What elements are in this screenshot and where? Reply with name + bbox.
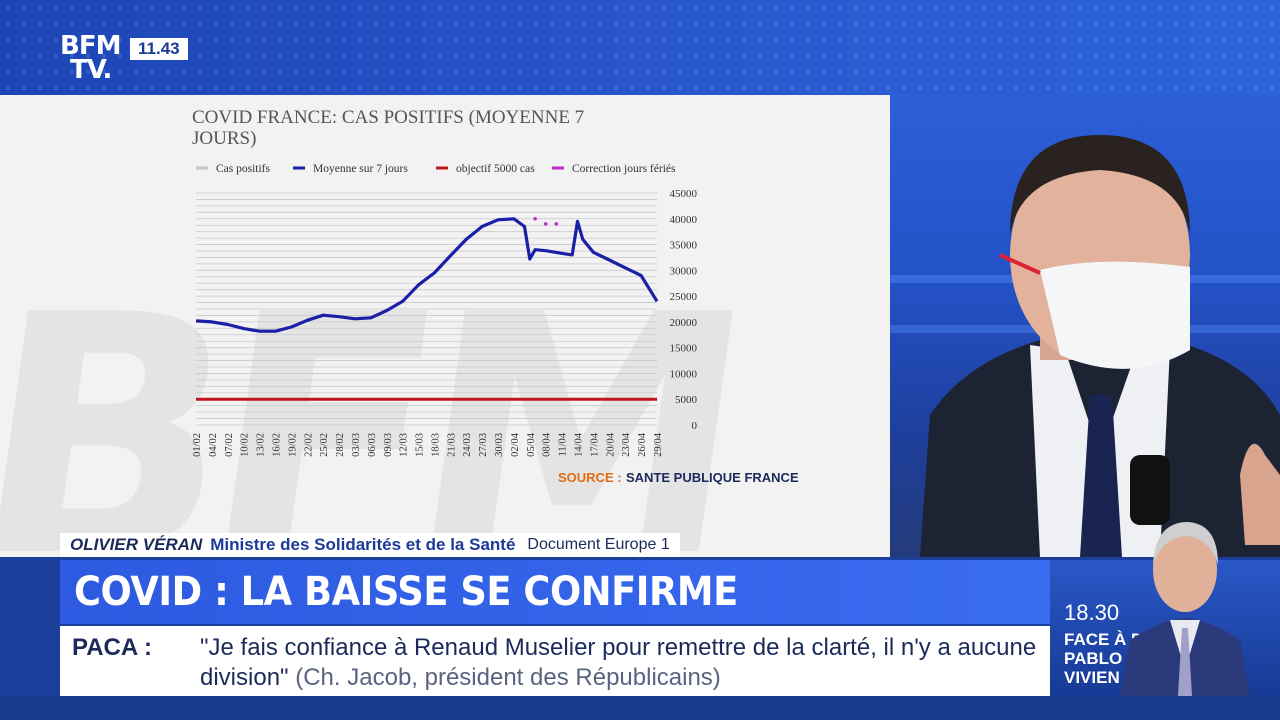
y-tick-label: 10000: [670, 368, 698, 380]
x-tick-label: 23/04: [621, 432, 632, 457]
x-tick-label: 06/03: [367, 433, 378, 457]
x-tick-label: 14/04: [574, 432, 585, 457]
source-label: SOURCE :: [558, 470, 622, 485]
x-tick-label: 26/04: [637, 432, 648, 457]
source-value: SANTE PUBLIQUE FRANCE: [626, 470, 799, 485]
legend-label: objectif 5000 cas: [456, 163, 535, 175]
x-tick-label: 09/03: [383, 433, 394, 457]
ticker-text: "Je fais confiance à Renaud Muselier pou…: [200, 633, 1040, 693]
x-tick-label: 05/04: [526, 432, 537, 457]
headline-bar: COVID : LA BAISSE SE CONFIRME: [60, 560, 1050, 624]
chart-title: COVID FRANCE: CAS POSITIFS (MOYENNE 7 JOU…: [192, 107, 584, 149]
legend-label: Correction jours fériés: [572, 163, 676, 175]
y-tick-label: 15000: [670, 343, 698, 355]
x-tick-label: 16/02: [271, 433, 282, 457]
x-tick-label: 10/02: [240, 433, 251, 457]
x-tick-label: 01/02: [192, 433, 203, 457]
news-ticker: PACA : "Je fais confiance à Renaud Musel…: [60, 626, 1050, 696]
top-banner: [0, 0, 1280, 95]
y-tick-label: 25000: [670, 291, 698, 303]
x-tick-label: 15/03: [415, 433, 426, 457]
y-tick-label: 0: [692, 420, 698, 432]
document-credit: Document Europe 1: [527, 536, 670, 553]
x-tick-label: 04/02: [208, 433, 219, 457]
x-tick-label: 12/03: [399, 433, 410, 457]
y-tick-label: 35000: [670, 240, 698, 252]
covid-chart: COVID FRANCE: CAS POSITIFS (MOYENNE 7 JOU…: [192, 107, 799, 485]
chart-panel: BFM COVID FRANCE: CAS POSITIFS (MOYENNE …: [0, 95, 890, 557]
logo-line-2: TV.: [70, 55, 112, 85]
x-tick-label: 11/04: [558, 432, 569, 456]
legend-label: Moyenne sur 7 jours: [313, 163, 408, 175]
name-bar: OLIVIER VÉRAN Ministre des Solidarités e…: [60, 533, 680, 557]
promo-time: 18.30: [1064, 600, 1120, 625]
correction-point: [533, 216, 537, 221]
y-tick-label: 45000: [670, 188, 698, 200]
speaker-role: Ministre des Solidarités et de la Santé: [210, 535, 516, 554]
clock: 11.43: [130, 38, 188, 60]
bottom-strip: [0, 696, 1280, 720]
x-tick-label: 03/03: [351, 433, 362, 457]
x-tick-label: 27/03: [478, 433, 489, 457]
speaker-illustration: [920, 135, 1280, 557]
channel-logo: BFM TV.: [60, 31, 121, 85]
x-tick-label: 07/02: [224, 433, 235, 457]
logo-line-1: BFM: [60, 31, 121, 61]
camera-feed: [890, 95, 1280, 557]
correction-point: [543, 222, 548, 226]
x-tick-label: 28/02: [335, 433, 346, 457]
y-tick-label: 20000: [670, 317, 698, 329]
x-tick-label: 20/04: [605, 432, 616, 457]
x-tick-label: 24/03: [462, 433, 473, 457]
speaker-name: OLIVIER VÉRAN: [70, 535, 203, 554]
ticker-source: (Ch. Jacob, président des Républicains): [295, 664, 721, 691]
x-tick-label: 30/03: [494, 433, 505, 457]
ticker-quote: "Je fais confiance à Renaud Muselier pou…: [200, 634, 1037, 691]
x-tick-label: 25/02: [319, 433, 330, 457]
y-tick-label: 40000: [670, 214, 698, 226]
x-tick-label: 17/04: [589, 432, 600, 457]
x-tick-label: 13/02: [256, 433, 267, 457]
x-tick-label: 08/04: [542, 432, 553, 457]
x-tick-label: 18/03: [430, 433, 441, 457]
x-tick-label: 19/02: [287, 433, 298, 457]
ticker-label: PACA :: [72, 634, 152, 661]
y-tick-label: 30000: [670, 265, 698, 277]
legend-label: Cas positifs: [216, 163, 271, 175]
y-tick-label: 5000: [675, 394, 698, 406]
x-tick-label: 21/03: [446, 433, 457, 457]
correction-point: [554, 222, 559, 226]
x-tick-label: 29/04: [653, 432, 664, 457]
x-tick-label: 02/04: [510, 432, 521, 457]
headline: COVID : LA BAISSE SE CONFIRME: [74, 569, 738, 615]
moving-average-line: [195, 217, 659, 333]
x-tick-label: 22/02: [303, 433, 314, 457]
host-portrait: [1120, 522, 1250, 696]
